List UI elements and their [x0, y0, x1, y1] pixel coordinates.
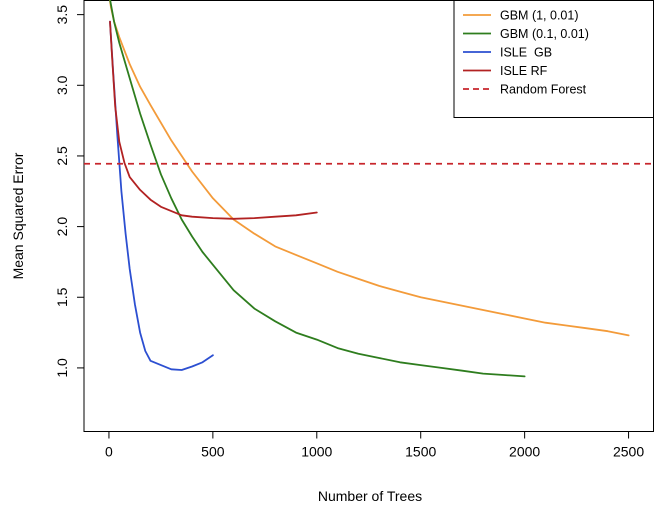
y-axis-title: Mean Squared Error [10, 152, 26, 279]
y-axis: 1.0 1.5 2.0 2.5 3.0 3.5 [54, 5, 84, 378]
legend-label-random-forest: Random Forest [500, 83, 587, 97]
x-axis-title: Number of Trees [318, 488, 422, 504]
legend-label-gbm-0-1-0-01: GBM (0.1, 0.01) [500, 27, 589, 41]
series-line-isle-rf [109, 20, 318, 220]
x-tick-label: 1500 [405, 444, 436, 460]
x-tick-label: 1000 [301, 444, 332, 460]
x-tick-label: 0 [105, 444, 113, 460]
y-tick-label: 3.0 [54, 75, 70, 95]
plot-frame [83, 0, 654, 432]
x-tick-label: 2500 [613, 444, 644, 460]
x-axis: 0 500 1000 1500 2000 2500 [105, 431, 644, 460]
series-layer [84, 0, 654, 378]
y-tick-label: 2.0 [54, 217, 70, 237]
series-line-gbm-0-1-0-01 [109, 0, 526, 378]
legend: GBM (1, 0.01) GBM (0.1, 0.01) ISLE GB ISLE … [453, 0, 654, 118]
series-line-gbm-1-0-01 [108, 0, 630, 337]
series-line-isle-gb [109, 20, 214, 371]
legend-label-isle-gb: ISLE GB [500, 46, 552, 60]
y-tick-label: 1.5 [54, 287, 70, 307]
legend-label-gbm-1-0-01: GBM (1, 0.01) [500, 9, 579, 23]
y-tick-label: 1.0 [54, 358, 70, 378]
legend-label-isle-rf: ISLE RF [500, 64, 548, 78]
y-tick-label: 2.5 [54, 146, 70, 166]
y-tick-label: 3.5 [54, 5, 70, 25]
x-tick-label: 500 [201, 444, 225, 460]
x-tick-label: 2000 [509, 444, 540, 460]
legend-box [453, 0, 654, 118]
